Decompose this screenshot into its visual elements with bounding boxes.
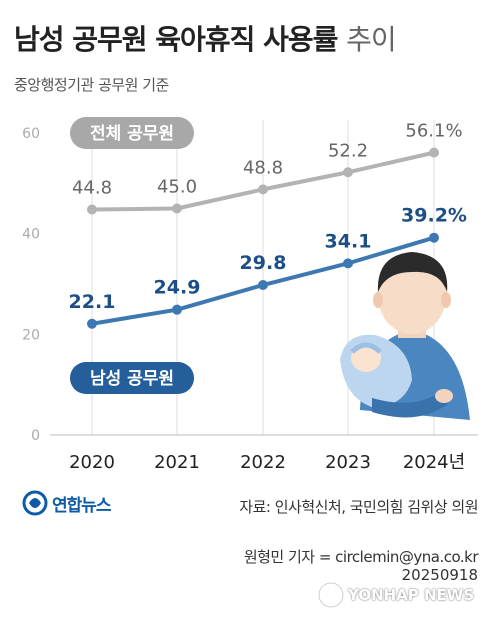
data-label: 52.2 [328,140,368,161]
data-label: 45.0 [157,177,197,198]
data-point [258,184,268,195]
x-tick-label: 2021 [154,452,200,473]
line-chart: 0 20 40 60 2020 2021 2022 2023 2024년 44.8 45.0 48.… [22,117,478,473]
page-subtitle: 중앙행정기관 공무원 기준 [14,76,169,94]
reporter-text: 원형민 기자 = circlemin@yna.co.kr [243,548,479,566]
data-point [343,167,353,178]
series-labels: 44.8 45.0 48.8 52.2 56.1% 22.1 24.9 29.8 34.1 39.… [69,117,467,394]
data-label: 44.8 [72,178,112,199]
data-point [429,147,439,158]
watermark-text: YONHAP NEWS [348,586,475,604]
data-point [87,204,97,215]
yonhap-logo: 연합뉴스 [22,490,112,516]
series-lines [87,147,439,329]
x-tick-label: 2023 [325,452,371,473]
data-point [87,318,97,329]
series-name-label: 전체 공무원 [90,124,174,144]
data-point [172,203,182,214]
x-tick-label: 2022 [240,452,286,473]
page-title: 남성 공무원 육아휴직 사용률 추이 [14,18,397,58]
y-tick-label: 40 [22,227,40,243]
y-tick-label: 20 [22,327,40,343]
data-point [258,280,268,291]
data-point [172,304,182,315]
logo-text: 연합뉴스 [52,495,112,516]
father-holding-baby-illustration [340,252,470,420]
data-label: 24.9 [154,277,201,299]
data-point [429,232,439,243]
yonhap-logo-icon [22,490,48,516]
x-tick-label: 2020 [69,452,115,473]
y-tick-label: 60 [22,126,40,142]
series-name-pill [70,117,194,149]
title-main: 남성 공무원 육아휴직 사용률 [14,23,338,56]
data-label: 39.2% [401,205,467,227]
date-text: 20250918 [401,566,478,584]
title-suffix: 추이 [346,23,397,56]
data-label: 22.1 [69,291,116,313]
data-label: 29.8 [240,252,287,274]
data-label: 34.1 [325,230,372,252]
data-label: 56.1% [405,121,462,142]
x-tick-label: 2024년 [403,452,465,473]
series-name-label: 남성 공무원 [90,369,174,389]
watermark-icon [318,582,344,608]
data-label: 48.8 [243,157,283,178]
data-point [343,258,353,269]
series-name-pill [70,362,194,394]
watermark: YONHAP NEWS [318,582,474,608]
source-text: 자료: 인사혁신처, 국민의힘 김위상 의원 [239,498,478,516]
y-tick-label: 0 [31,428,40,444]
